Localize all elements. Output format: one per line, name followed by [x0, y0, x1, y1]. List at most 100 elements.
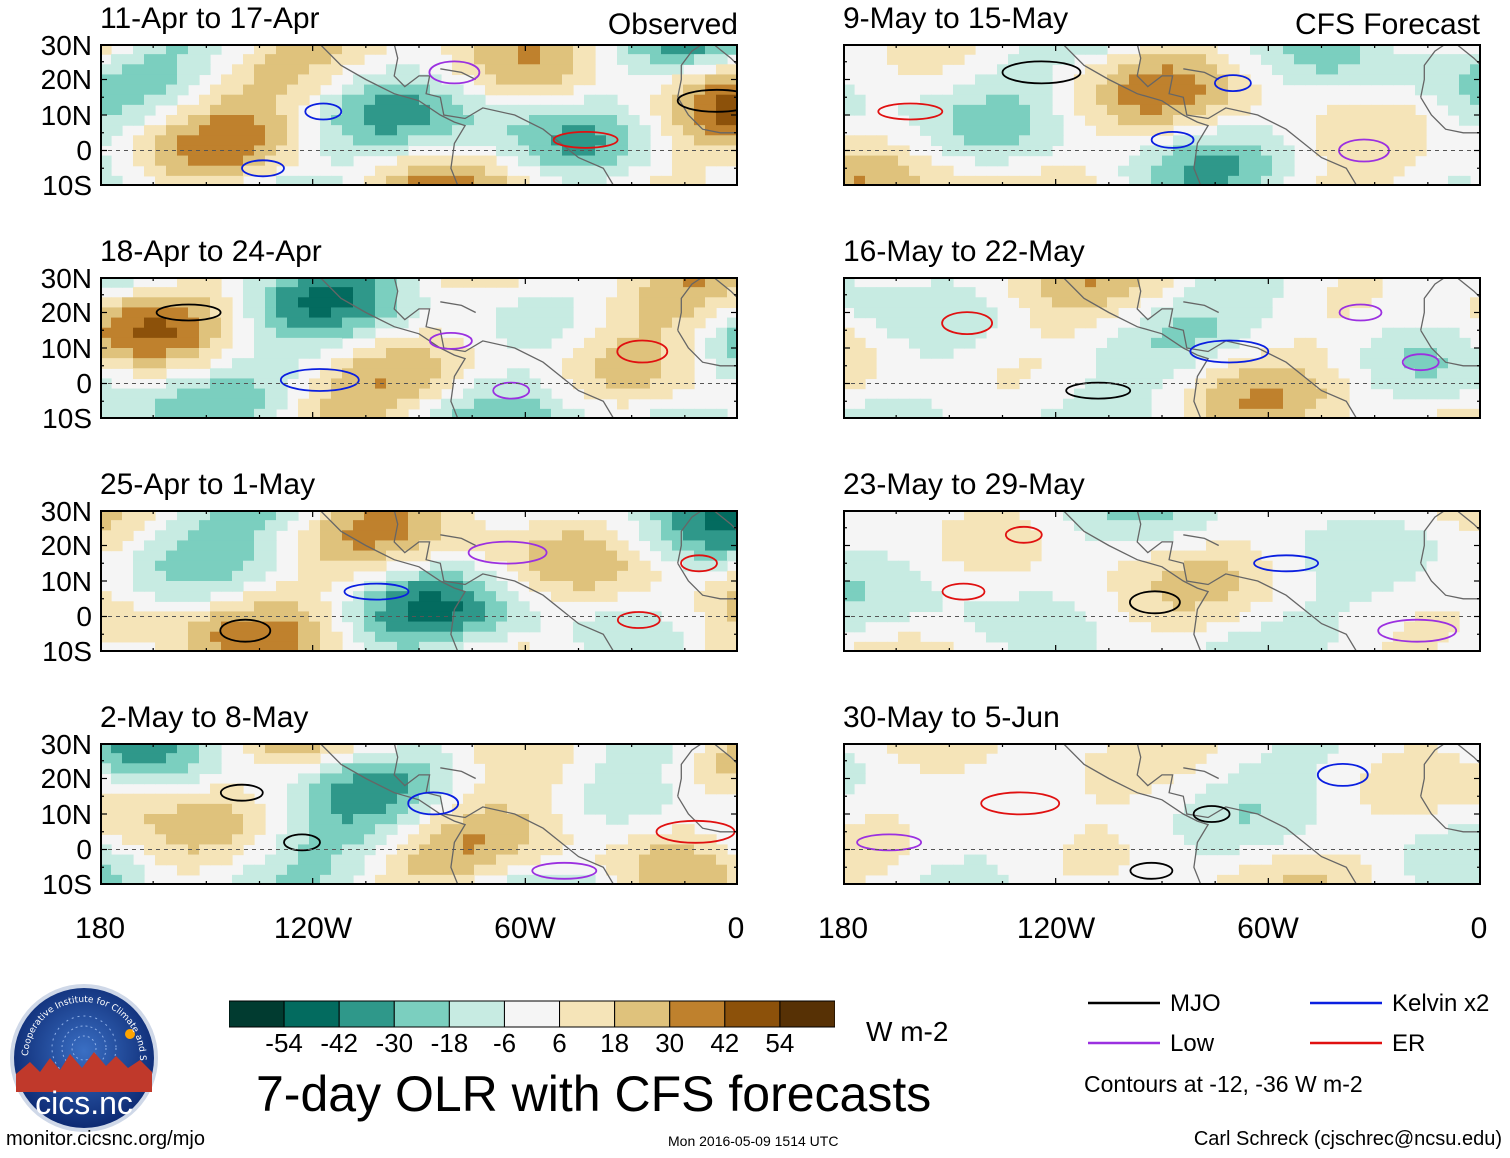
olr-cell: [716, 74, 728, 86]
olr-cell: [463, 814, 475, 825]
olr-cell: [617, 783, 629, 795]
olr-cell: [617, 581, 629, 592]
olr-cell: [694, 287, 706, 298]
olr-cell: [331, 287, 343, 298]
contour: [219, 783, 264, 802]
olr-cell: [1052, 165, 1064, 177]
olr-cell: [430, 388, 442, 400]
olr-cell: [1008, 64, 1020, 76]
olr-cell: [727, 783, 738, 795]
olr-cell: [133, 388, 145, 400]
olr-cell: [243, 287, 255, 298]
olr-cell: [606, 753, 618, 764]
olr-cell: [320, 135, 332, 147]
olr-cell: [865, 560, 877, 572]
olr-cell: [716, 540, 728, 552]
olr-cell: [408, 763, 420, 775]
olr-cell: [1316, 145, 1328, 157]
olr-cell: [221, 327, 233, 339]
olr-cell: [122, 398, 134, 410]
olr-cell: [441, 408, 453, 419]
olr-cell: [898, 641, 910, 652]
olr-cell: [419, 104, 431, 116]
olr-cell: [1338, 874, 1350, 885]
olr-cell: [1382, 763, 1394, 775]
olr-cell: [854, 104, 866, 116]
olr-cell: [1283, 358, 1295, 369]
olr-cell: [342, 104, 354, 116]
olr-cell: [254, 145, 266, 157]
olr-cell: [1316, 358, 1328, 369]
olr-cell: [364, 297, 376, 309]
website-link[interactable]: monitor.cicsnc.org/mjo: [6, 1128, 205, 1150]
olr-cell: [1382, 54, 1394, 65]
olr-cell: [408, 631, 420, 643]
olr-cell: [254, 297, 266, 309]
olr-cell: [683, 348, 695, 359]
olr-cell: [1030, 550, 1042, 562]
olr-cell: [1239, 74, 1251, 86]
olr-cell: [232, 581, 244, 592]
olr-cell: [144, 753, 156, 764]
olr-cell: [430, 743, 442, 754]
olr-cell: [474, 388, 486, 400]
olr-cell: [1173, 348, 1185, 359]
olr-cell: [166, 358, 178, 369]
olr-cell: [375, 560, 387, 572]
olr-cell: [1107, 530, 1119, 542]
olr-cell: [1382, 44, 1394, 55]
olr-cell: [661, 54, 673, 65]
olr-cell: [155, 125, 167, 136]
olr-cell: [617, 773, 629, 785]
olr-cell: [430, 155, 442, 167]
coastline: [1420, 329, 1481, 367]
olr-cell: [1063, 408, 1075, 419]
olr-cell: [975, 155, 987, 167]
olr-cell: [683, 287, 695, 298]
olr-cell: [265, 358, 277, 369]
olr-cell: [331, 641, 343, 652]
olr-cell: [1349, 115, 1361, 126]
olr-cell: [1019, 621, 1031, 633]
olr-cell: [320, 814, 332, 825]
olr-cell: [716, 854, 728, 866]
olr-cell: [276, 54, 288, 65]
olr-cell: [375, 834, 387, 846]
olr-cell: [551, 307, 563, 319]
olr-cell: [507, 844, 519, 856]
olr-cell: [1151, 753, 1163, 764]
olr-cell: [133, 763, 145, 775]
olr-cell: [953, 550, 965, 562]
olr-cell: [111, 358, 123, 369]
olr-cell: [463, 64, 475, 76]
olr-cell: [1129, 165, 1141, 177]
olr-cell: [540, 783, 552, 795]
olr-cell: [639, 64, 651, 76]
olr-cell: [628, 388, 640, 400]
olr-cell: [694, 145, 706, 157]
olr-cell: [628, 155, 640, 167]
olr-cell: [1140, 763, 1152, 775]
olr-cell: [1162, 773, 1174, 785]
olr-cell: [529, 753, 541, 764]
olr-cell: [1162, 54, 1174, 65]
olr-cell: [364, 591, 376, 602]
olr-cell: [1118, 358, 1130, 369]
olr-cell: [639, 631, 651, 643]
olr-cell: [155, 763, 167, 775]
olr-cell: [1173, 763, 1185, 775]
olr-cell: [1217, 317, 1229, 329]
olr-cell: [342, 550, 354, 562]
olr-cell: [1272, 408, 1284, 419]
olr-cell: [573, 874, 585, 885]
olr-cell: [1019, 530, 1031, 542]
olr-cell: [1272, 277, 1284, 288]
olr-cell: [276, 398, 288, 410]
olr-cell: [1448, 64, 1460, 76]
olr-cell: [265, 753, 277, 764]
colorbar-swatch: [669, 1000, 726, 1028]
olr-cell: [540, 581, 552, 592]
olr-cell: [975, 510, 987, 521]
olr-cell: [909, 408, 921, 419]
olr-cell: [243, 540, 255, 552]
